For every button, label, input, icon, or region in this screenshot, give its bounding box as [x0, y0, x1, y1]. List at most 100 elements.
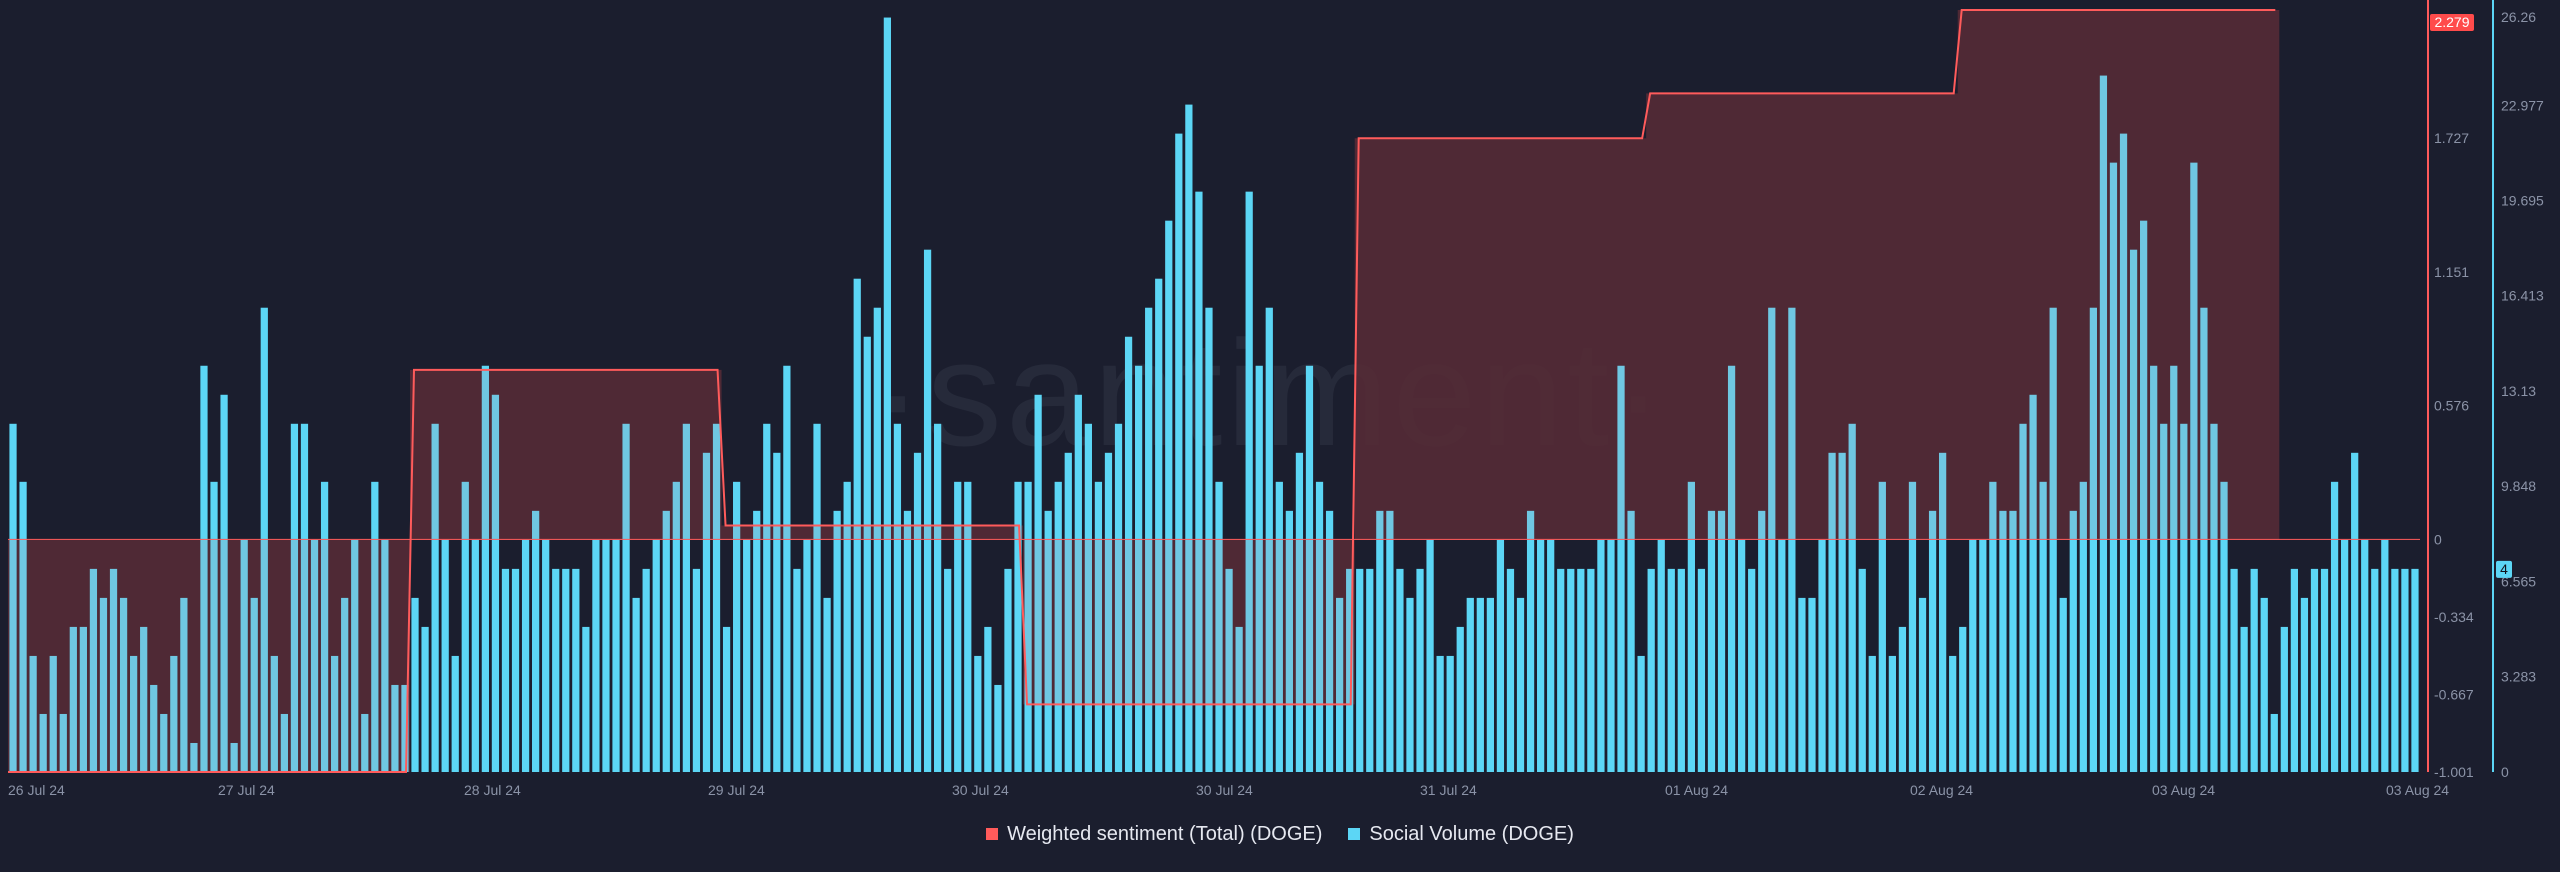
- volume-bar: [2119, 133, 2128, 772]
- volume-bar: [1396, 568, 1404, 772]
- volume-bar: [2341, 539, 2349, 772]
- volume-bar: [1778, 539, 1786, 772]
- volume-bar: [2099, 75, 2108, 772]
- volume-bar: [1135, 365, 1143, 772]
- volume-bar: [1255, 365, 1263, 772]
- volume-bar: [1094, 481, 1103, 772]
- volume-bar: [481, 365, 489, 772]
- left-axis-tick-label: 0.576: [2434, 398, 2469, 414]
- volume-bar: [733, 481, 741, 772]
- volume-bar: [1104, 452, 1113, 772]
- volume-bar: [1888, 655, 1896, 772]
- volume-bar: [1466, 597, 1474, 772]
- volume-bar: [280, 713, 288, 772]
- volume-bar: [2391, 568, 2399, 772]
- volume-bar: [1858, 568, 1866, 772]
- volume-bar: [662, 510, 670, 772]
- volume-bar: [1165, 220, 1173, 772]
- volume-bar: [491, 394, 500, 772]
- volume-bar: [1928, 510, 1937, 772]
- volume-bar: [1325, 510, 1334, 772]
- volume-bar: [1537, 539, 1545, 772]
- volume-bar: [1577, 568, 1585, 772]
- volume-bar: [1637, 655, 1645, 772]
- volume-bar: [341, 597, 349, 772]
- left-axis-tick-label: -0.334: [2434, 609, 2474, 625]
- volume-bar: [1808, 597, 1816, 772]
- volume-bar: [592, 539, 600, 772]
- legend-item-sentiment[interactable]: Weighted sentiment (Total) (DOGE): [986, 823, 1322, 846]
- legend: Weighted sentiment (Total) (DOGE) Social…: [0, 818, 2560, 850]
- volume-bar: [2170, 365, 2178, 772]
- volume-bar: [2330, 481, 2339, 772]
- volume-bar: [2270, 713, 2278, 772]
- volume-bar: [150, 684, 158, 772]
- volume-bar: [1727, 365, 1736, 772]
- volume-bar: [722, 626, 731, 772]
- volume-bar: [1868, 655, 1876, 772]
- volume-bar: [1547, 539, 1555, 772]
- volume-bar: [69, 626, 77, 772]
- volume-bar: [2039, 481, 2047, 772]
- volume-bar: [843, 481, 851, 772]
- right-current-value: 4: [2500, 561, 2508, 577]
- volume-bar: [401, 684, 409, 772]
- sentiment-line: [8, 9, 2276, 773]
- volume-bar: [793, 568, 801, 772]
- volume-bar: [1305, 365, 1314, 772]
- volume-bar: [552, 568, 560, 772]
- volume-bar: [823, 597, 831, 772]
- volume-bar: [1738, 539, 1746, 772]
- volume-bar: [1999, 510, 2007, 772]
- volume-bar: [1949, 655, 1957, 772]
- volume-bar: [1918, 597, 1927, 772]
- volume-bar: [2290, 568, 2298, 772]
- volume-bar: [371, 481, 379, 772]
- x-tick-label: 30 Jul 24: [952, 782, 1009, 798]
- volume-bar: [200, 365, 208, 772]
- volume-bar: [381, 539, 389, 772]
- volume-bar: [773, 452, 781, 772]
- volume-bar: [1597, 539, 1605, 772]
- volume-bar: [1496, 539, 1505, 772]
- volume-bar: [1315, 481, 1324, 772]
- volume-bar: [1486, 597, 1494, 772]
- volume-bar: [1677, 568, 1685, 772]
- volume-bar: [1516, 597, 1525, 772]
- volume-bar: [39, 713, 47, 772]
- volume-bar: [9, 423, 17, 772]
- volume-bar: [1717, 510, 1726, 772]
- volume-bar: [1406, 597, 1414, 772]
- volume-bar: [29, 655, 37, 772]
- volume-bar: [2250, 568, 2258, 772]
- volume-bar: [361, 713, 369, 772]
- volume-bar: [1004, 568, 1012, 772]
- volume-bar: [2411, 568, 2419, 772]
- volume-bar: [944, 568, 952, 772]
- volume-bar: [220, 394, 228, 772]
- volume-bar: [1366, 568, 1374, 772]
- volume-bar: [1587, 568, 1595, 772]
- volume-bar: [702, 452, 711, 772]
- volume-bar: [1386, 510, 1394, 772]
- volume-bar: [1356, 568, 1364, 772]
- legend-label-social-volume: Social Volume (DOGE): [1369, 822, 1574, 845]
- volume-bar: [2019, 423, 2027, 772]
- volume-bar: [391, 684, 399, 772]
- volume-bar: [2140, 220, 2148, 772]
- volume-bar: [1034, 394, 1042, 772]
- volume-bar: [1748, 568, 1756, 772]
- volume-bar: [331, 655, 339, 772]
- volume-bar: [1567, 568, 1575, 772]
- volume-bar: [1084, 423, 1092, 772]
- volume-bar: [170, 655, 178, 772]
- volume-bar: [1124, 336, 1133, 772]
- volume-bar: [1376, 510, 1384, 772]
- left-axis-tick-label: 1.727: [2434, 130, 2469, 146]
- volume-bar: [813, 423, 821, 772]
- legend-item-social-volume[interactable]: Social Volume (DOGE): [1348, 823, 1574, 846]
- volume-bar: [1979, 539, 1987, 772]
- volume-bar: [542, 539, 550, 772]
- volume-bar: [1245, 191, 1253, 772]
